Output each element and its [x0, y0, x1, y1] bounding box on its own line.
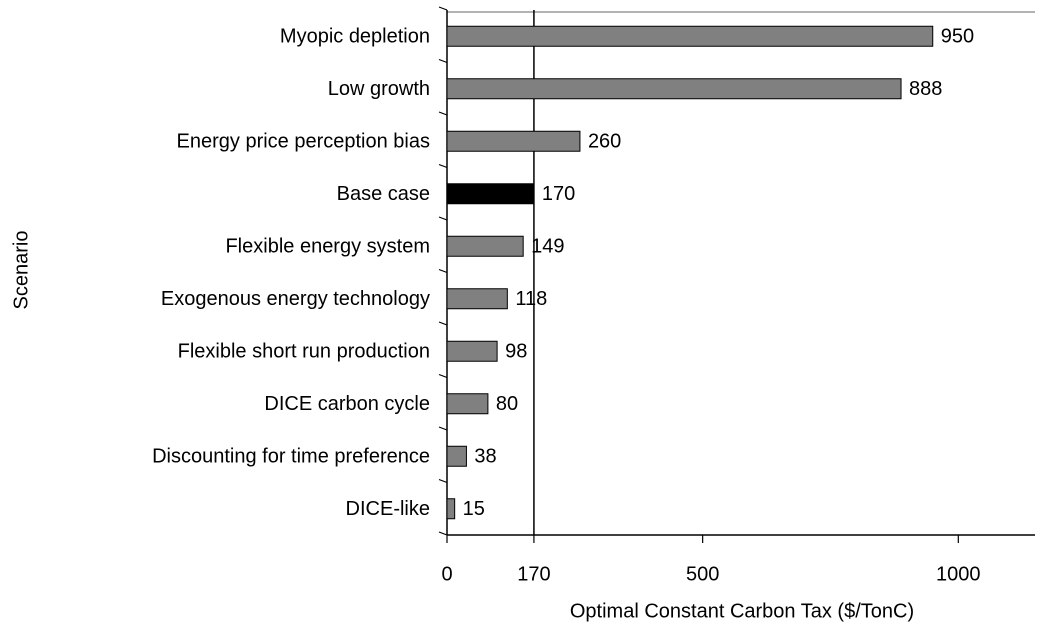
y-tick-label: Flexible short run production [178, 341, 430, 363]
x-tick-label: 500 [686, 563, 719, 585]
bar [446, 393, 489, 415]
y-tick-label: DICE-like [346, 498, 430, 520]
y-tick [438, 321, 448, 326]
value-label: 118 [515, 288, 547, 310]
value-label: 38 [474, 446, 496, 468]
y-tick [438, 58, 448, 64]
value-label: 888 [909, 78, 942, 100]
bar [446, 445, 467, 467]
bar [446, 340, 498, 362]
y-tick [438, 111, 448, 116]
y-tick [438, 531, 448, 536]
value-label: 170 [542, 183, 575, 205]
value-label: 149 [531, 236, 564, 258]
y-tick-label: Flexible energy system [225, 236, 430, 258]
x-tick-label: 0 [441, 563, 452, 585]
y-tick-label: Exogenous energy technology [161, 288, 430, 310]
y-tick-label: Energy price perception bias [177, 131, 430, 153]
bar [446, 183, 535, 205]
value-label: 80 [496, 393, 518, 415]
y-tick-label: DICE carbon cycle [264, 393, 430, 415]
bar [446, 25, 934, 47]
x-tick-label: 170 [517, 563, 550, 585]
y-tick-label: Discounting for time preference [152, 446, 430, 468]
y-tick [438, 268, 448, 274]
y-tick-label: Base case [337, 183, 430, 205]
bar [446, 498, 456, 520]
y-tick [438, 373, 448, 379]
y-tick-label: Low growth [328, 78, 430, 100]
y-tick [438, 163, 448, 169]
value-label: 98 [505, 341, 527, 363]
bar [446, 78, 902, 100]
bar [446, 130, 581, 152]
y-tick [438, 478, 448, 484]
value-label: 15 [463, 498, 485, 520]
x-tick-label: 1000 [936, 563, 981, 585]
bar [446, 288, 508, 310]
value-label: 950 [941, 26, 974, 48]
bar [446, 235, 524, 257]
value-label: 260 [588, 131, 621, 153]
y-tick [438, 426, 448, 431]
x-axis-label: Optimal Constant Carbon Tax ($/TonC) [570, 600, 914, 622]
y-tick [438, 216, 448, 221]
y-tick-label: Myopic depletion [280, 26, 430, 48]
y-tick [438, 6, 448, 11]
y-axis-label: Scenario [10, 231, 32, 310]
